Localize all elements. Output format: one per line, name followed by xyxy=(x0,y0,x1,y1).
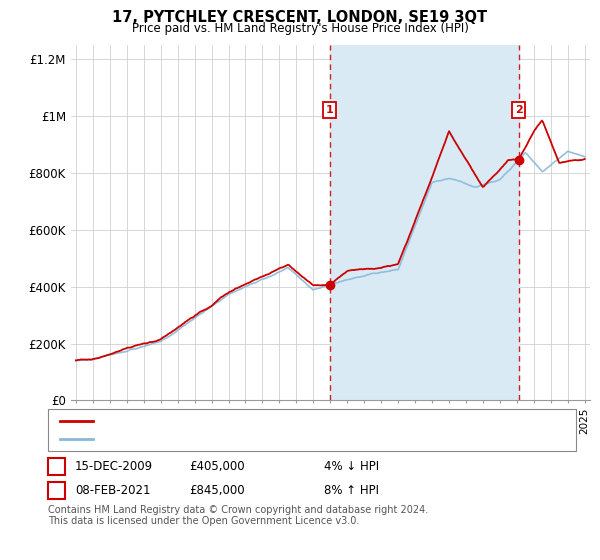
Text: 17, PYTCHLEY CRESCENT, LONDON, SE19 3QT: 17, PYTCHLEY CRESCENT, LONDON, SE19 3QT xyxy=(112,10,488,25)
Text: 17, PYTCHLEY CRESCENT, LONDON, SE19 3QT (detached house): 17, PYTCHLEY CRESCENT, LONDON, SE19 3QT … xyxy=(99,416,457,426)
Text: 08-FEB-2021: 08-FEB-2021 xyxy=(75,484,151,497)
Text: 2: 2 xyxy=(52,484,61,497)
Bar xyxy=(329,45,518,400)
Text: 15-DEC-2009: 15-DEC-2009 xyxy=(75,460,153,473)
Text: £405,000: £405,000 xyxy=(189,460,245,473)
Text: 1: 1 xyxy=(326,105,334,115)
Text: Contains HM Land Registry data © Crown copyright and database right 2024.
This d: Contains HM Land Registry data © Crown c… xyxy=(48,505,428,526)
Text: Price paid vs. HM Land Registry's House Price Index (HPI): Price paid vs. HM Land Registry's House … xyxy=(131,22,469,35)
Text: HPI: Average price, detached house, Croydon: HPI: Average price, detached house, Croy… xyxy=(99,434,352,444)
Text: 2: 2 xyxy=(515,105,523,115)
Text: £845,000: £845,000 xyxy=(189,484,245,497)
Text: 4% ↓ HPI: 4% ↓ HPI xyxy=(324,460,379,473)
Text: 1: 1 xyxy=(52,460,61,473)
Text: 8% ↑ HPI: 8% ↑ HPI xyxy=(324,484,379,497)
